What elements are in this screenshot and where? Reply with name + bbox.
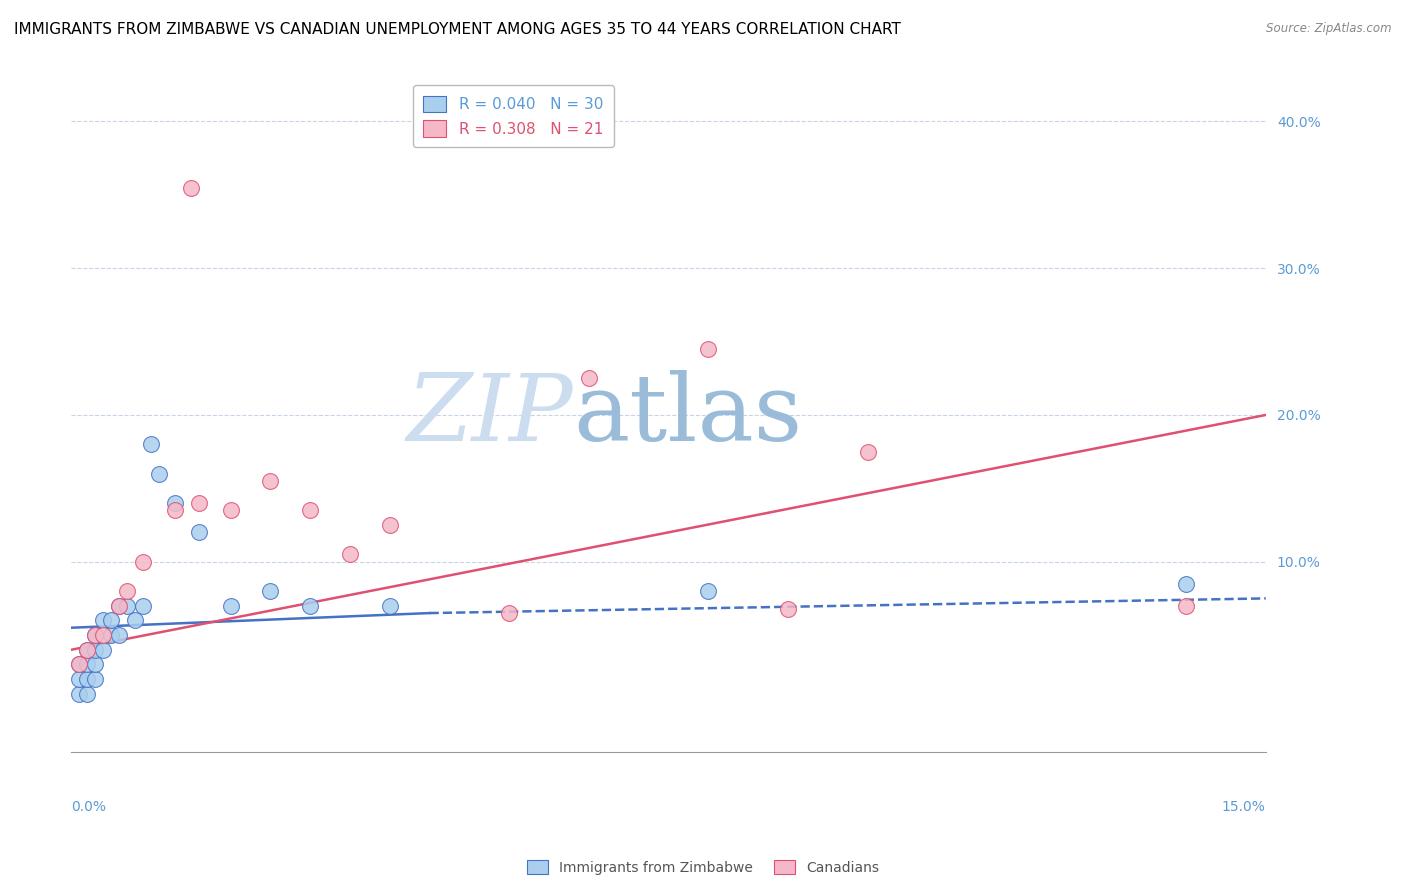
Point — [115, 584, 138, 599]
Point — [84, 642, 107, 657]
Point — [339, 547, 361, 561]
Point — [299, 599, 322, 613]
Point — [84, 672, 107, 686]
Point — [697, 584, 720, 599]
Point — [378, 599, 401, 613]
Point — [259, 474, 281, 488]
Point — [67, 657, 90, 672]
Point — [219, 599, 242, 613]
Point — [76, 687, 98, 701]
Point — [115, 599, 138, 613]
Point — [578, 371, 600, 385]
Point — [91, 614, 114, 628]
Point — [259, 584, 281, 599]
Point — [163, 503, 186, 517]
Point — [84, 628, 107, 642]
Point — [856, 444, 879, 458]
Point — [299, 503, 322, 517]
Point — [498, 606, 520, 620]
Legend: Immigrants from Zimbabwe, Canadians: Immigrants from Zimbabwe, Canadians — [522, 855, 884, 880]
Text: 15.0%: 15.0% — [1222, 800, 1265, 814]
Point — [180, 180, 202, 194]
Point — [219, 503, 242, 517]
Point — [108, 628, 131, 642]
Point — [1175, 576, 1198, 591]
Point — [697, 342, 720, 356]
Point — [148, 467, 170, 481]
Point — [67, 672, 90, 686]
Point — [378, 518, 401, 533]
Point — [67, 657, 90, 672]
Point — [100, 628, 122, 642]
Point — [76, 642, 98, 657]
Text: atlas: atlas — [572, 370, 803, 460]
Text: IMMIGRANTS FROM ZIMBABWE VS CANADIAN UNEMPLOYMENT AMONG AGES 35 TO 44 YEARS CORR: IMMIGRANTS FROM ZIMBABWE VS CANADIAN UNE… — [14, 22, 901, 37]
Point — [187, 496, 209, 510]
Point — [1175, 599, 1198, 613]
Point — [163, 496, 186, 510]
Text: ZIP: ZIP — [406, 370, 572, 460]
Point — [84, 628, 107, 642]
Point — [776, 601, 799, 615]
Point — [76, 642, 98, 657]
Point — [132, 555, 155, 569]
Point — [76, 672, 98, 686]
Point — [108, 599, 131, 613]
Point — [76, 657, 98, 672]
Point — [67, 687, 90, 701]
Point — [91, 628, 114, 642]
Point — [187, 525, 209, 540]
Point — [132, 599, 155, 613]
Text: 0.0%: 0.0% — [72, 800, 107, 814]
Text: Source: ZipAtlas.com: Source: ZipAtlas.com — [1267, 22, 1392, 36]
Legend: R = 0.040   N = 30, R = 0.308   N = 21: R = 0.040 N = 30, R = 0.308 N = 21 — [413, 85, 613, 147]
Point — [91, 642, 114, 657]
Point — [100, 614, 122, 628]
Point — [139, 437, 162, 451]
Point — [84, 657, 107, 672]
Point — [124, 614, 146, 628]
Point — [108, 599, 131, 613]
